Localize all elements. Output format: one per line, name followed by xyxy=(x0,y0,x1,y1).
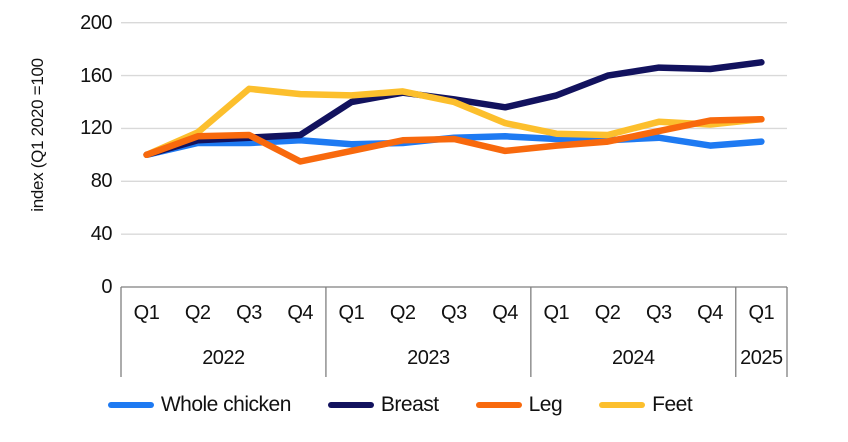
x-axis-quarter-label: Q1 xyxy=(748,302,775,324)
x-axis-quarter-label: Q4 xyxy=(697,302,723,324)
legend-item-breast: Breast xyxy=(327,393,439,417)
series-line-leg xyxy=(143,115,765,165)
x-axis-quarter-label: Q2 xyxy=(389,302,416,324)
x-axis-quarter-label: Q1 xyxy=(338,302,365,324)
x-axis-quarter-label: Q1 xyxy=(543,302,570,324)
x-axis-year-label: 2022 xyxy=(202,347,245,369)
legend-item-leg: Leg xyxy=(475,393,563,417)
series-line-feet xyxy=(143,85,765,159)
y-tick-label: 0 xyxy=(101,276,112,298)
y-tick-label: 40 xyxy=(90,223,113,246)
y-tick-label: 160 xyxy=(80,64,112,87)
legend-label: Leg xyxy=(528,393,563,416)
legend-label: Breast xyxy=(380,393,439,416)
x-axis-quarter-label: Q3 xyxy=(645,302,672,324)
x-axis-quarter-label: Q2 xyxy=(594,302,621,324)
x-axis-quarter-label: Q4 xyxy=(492,302,518,324)
legend-item-whole-chicken: Whole chicken xyxy=(107,393,292,417)
x-axis-year-label: 2023 xyxy=(407,347,450,369)
y-tick-label: 80 xyxy=(90,170,113,193)
legend-swatch-leg xyxy=(475,402,522,408)
y-tick-label: 120 xyxy=(80,117,112,140)
x-axis-year-label: 2024 xyxy=(611,347,655,369)
y-tick-label: 200 xyxy=(80,11,112,34)
legend: Whole chicken Breast Leg Feet xyxy=(0,390,800,420)
x-axis-quarter-label: Q3 xyxy=(236,302,262,324)
legend-item-feet: Feet xyxy=(599,393,693,417)
x-axis-year-label: 2025 xyxy=(740,347,783,369)
legend-swatch-feet xyxy=(599,402,646,408)
x-axis-quarter-label: Q1 xyxy=(133,302,160,324)
legend-label: Feet xyxy=(652,393,693,416)
x-axis-quarter-label: Q4 xyxy=(287,302,314,324)
x-axis-quarter-label: Q2 xyxy=(184,302,211,324)
x-axis-quarter-label: Q3 xyxy=(441,302,467,324)
legend-label: Whole chicken xyxy=(160,393,292,416)
legend-swatch-whole-chicken xyxy=(107,402,154,408)
legend-swatch-breast xyxy=(327,402,374,408)
